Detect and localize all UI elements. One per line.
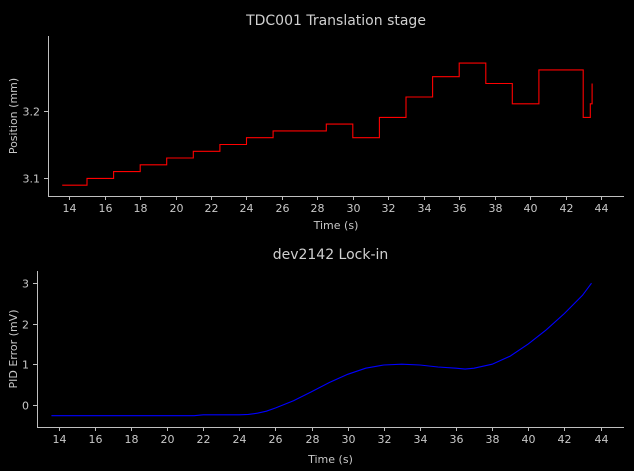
- x-tick-label: 26: [269, 433, 283, 446]
- x-tick-label: 44: [595, 433, 609, 446]
- translation-stage-chart: TDC001 Translation stage Time (s) Positi…: [7, 13, 624, 232]
- x-tick-label: 26: [276, 202, 290, 215]
- x-tick-label: 28: [311, 202, 325, 215]
- axes: 14 16 18 20 22 24 26 28 30 32 34 36 38 40 42 44 3.1 3.2: [23, 36, 624, 215]
- axes: 14 16 18 20 22 24 26 28 30 32 34 36 38 40 42 44 0 1 2 3: [22, 271, 624, 446]
- x-tick-label: 18: [134, 202, 148, 215]
- y-tick-label: 0: [22, 400, 29, 413]
- y-axis-label: PID Error (mV): [7, 310, 20, 389]
- x-axis-label: Time (s): [313, 219, 359, 232]
- chart-title: dev2142 Lock-in: [273, 247, 389, 263]
- series-line: [51, 282, 592, 417]
- x-tick-label: 32: [382, 202, 396, 215]
- x-tick-label: 24: [233, 433, 247, 446]
- x-tick-label: 34: [414, 433, 428, 446]
- x-tick-label: 42: [558, 433, 572, 446]
- x-tick-label: 36: [453, 202, 467, 215]
- y-axis-label: Position (mm): [7, 78, 20, 154]
- x-tick-label: 36: [450, 433, 464, 446]
- x-tick-label: 18: [125, 433, 139, 446]
- x-tick-label: 28: [306, 433, 320, 446]
- y-tick-label: 1: [22, 359, 29, 372]
- x-tick-label: 42: [560, 202, 574, 215]
- x-tick-label: 40: [524, 202, 538, 215]
- x-tick-label: 30: [342, 433, 356, 446]
- y-tick-label: 3: [22, 278, 29, 291]
- lock-in-chart: dev2142 Lock-in Time (s) PID Error (mV) …: [7, 247, 624, 466]
- x-tick-label: 30: [347, 202, 361, 215]
- chart-title: TDC001 Translation stage: [245, 13, 426, 29]
- y-tick-label: 3.1: [23, 173, 41, 186]
- x-tick-label: 22: [197, 433, 211, 446]
- plot-area: [62, 62, 593, 186]
- x-tick-label: 40: [522, 433, 536, 446]
- x-tick-label: 20: [161, 433, 175, 446]
- x-axis-label: Time (s): [307, 453, 353, 466]
- x-tick-label: 14: [63, 202, 77, 215]
- x-tick-label: 44: [595, 202, 609, 215]
- series-line: [62, 62, 593, 186]
- x-tick-label: 24: [240, 202, 254, 215]
- x-tick-label: 32: [378, 433, 392, 446]
- x-tick-label: 16: [89, 433, 103, 446]
- plot-area: [51, 282, 592, 417]
- x-tick-label: 38: [486, 433, 500, 446]
- x-tick-label: 14: [53, 433, 67, 446]
- x-tick-label: 34: [418, 202, 432, 215]
- x-tick-label: 20: [170, 202, 184, 215]
- x-tick-label: 22: [205, 202, 219, 215]
- y-tick-label: 2: [22, 319, 29, 332]
- x-tick-label: 16: [99, 202, 113, 215]
- x-tick-label: 38: [489, 202, 503, 215]
- y-tick-label: 3.2: [23, 106, 41, 119]
